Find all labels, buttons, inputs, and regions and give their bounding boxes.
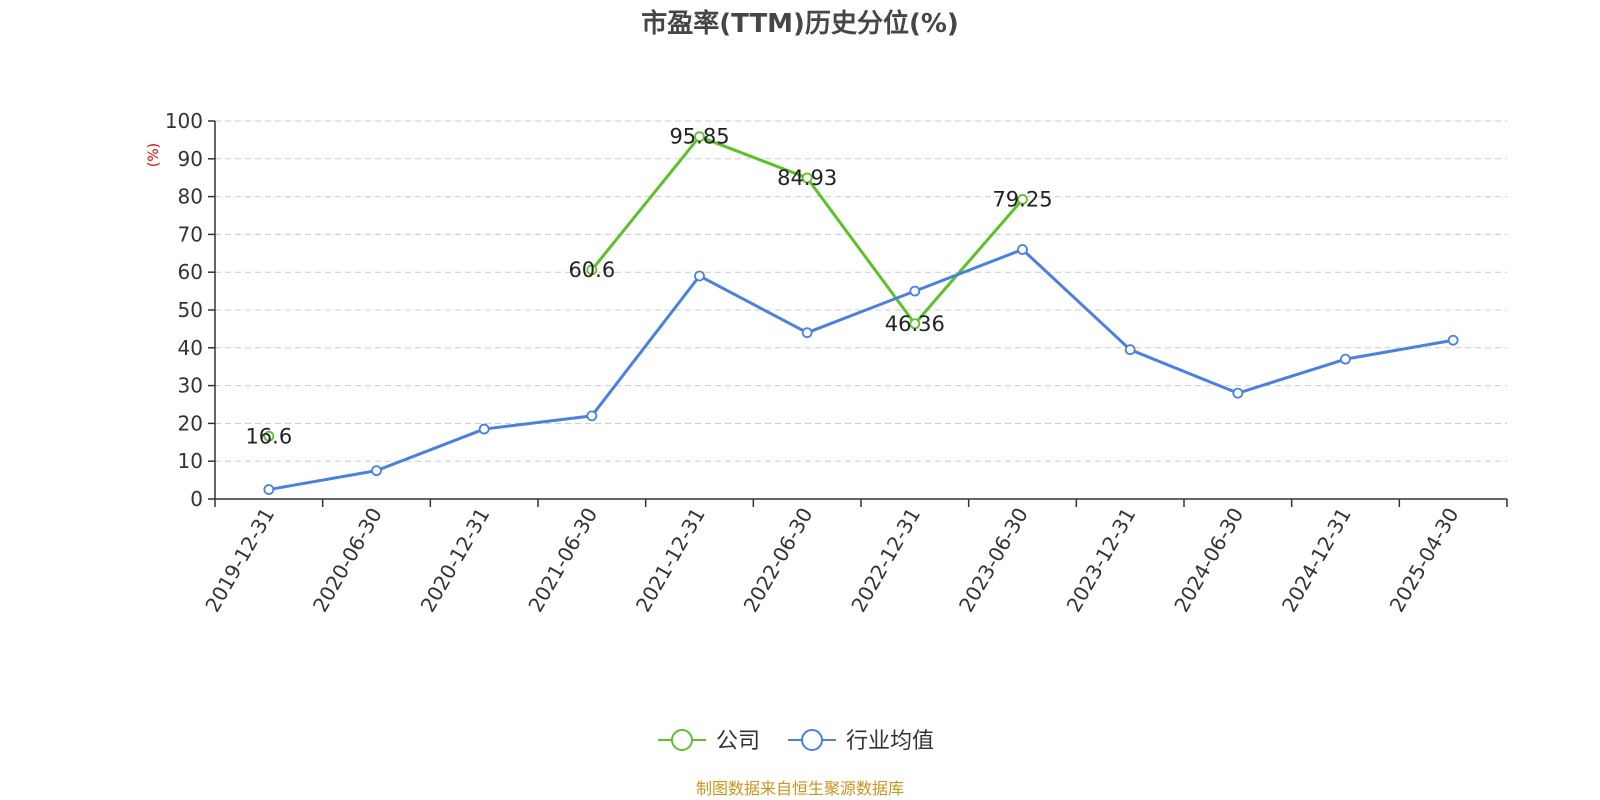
data-point[interactable] (586, 410, 598, 422)
source-note: 制图数据来自恒生聚源数据库 (696, 779, 904, 798)
y-tick-label: 70 (178, 222, 203, 246)
x-tick-label: 2024-12-31 (1277, 504, 1356, 617)
legend-item-1[interactable]: 行业均值 (788, 729, 934, 754)
data-point[interactable] (586, 264, 598, 276)
x-tick-label: 2022-06-30 (739, 504, 818, 617)
grid (215, 120, 1507, 462)
data-point[interactable] (801, 327, 813, 339)
data-point[interactable] (263, 430, 275, 442)
y-tick-label: 30 (178, 374, 203, 398)
series (263, 131, 1459, 495)
data-point[interactable] (1232, 387, 1244, 399)
x-tick-label: 2023-12-31 (1062, 504, 1141, 617)
legend[interactable]: 公司 行业均值 (658, 729, 934, 754)
y-tick-label: 60 (178, 260, 203, 284)
y-tick-label: 50 (178, 298, 203, 322)
data-point[interactable] (694, 270, 705, 282)
data-label: 95.85 (669, 125, 729, 149)
y-tick-label: 0 (190, 487, 203, 511)
legend-item-0[interactable]: 公司 (658, 729, 760, 754)
y-tick-label: 100 (165, 109, 203, 133)
data-point[interactable] (371, 465, 382, 477)
x-tick-label: 2025-04-30 (1385, 504, 1464, 617)
x-tick-label: 2021-06-30 (523, 504, 602, 617)
x-tick-label: 2023-06-30 (954, 504, 1033, 617)
legend-marker-icon (671, 729, 693, 751)
data-point[interactable] (1447, 334, 1459, 346)
data-point[interactable] (909, 285, 921, 297)
x-tick-label: 2024-06-30 (1169, 504, 1248, 617)
x-tick-label: 2019-12-31 (200, 504, 279, 617)
x-tick-label: 2021-12-31 (631, 504, 710, 617)
data-point[interactable] (1017, 194, 1028, 205)
series-line-0 (590, 135, 1024, 326)
data-point[interactable] (263, 484, 275, 495)
chart-title: 市盈率(TTM)历史分位(%) (641, 8, 959, 39)
y-tick-label: 10 (178, 449, 203, 473)
data-label: 46.36 (885, 312, 945, 336)
legend-label: 行业均值 (846, 729, 934, 754)
data-label: 16.6 (245, 424, 292, 448)
x-tick-label: 2022-12-31 (846, 504, 925, 617)
legend-marker-icon (801, 729, 823, 751)
data-point[interactable] (1340, 353, 1351, 365)
data-label: 60.6 (568, 258, 615, 282)
legend-label: 公司 (716, 729, 760, 754)
data-label: 79.25 (992, 187, 1052, 211)
data-label: 84.93 (777, 166, 837, 190)
data-point[interactable] (1017, 244, 1028, 255)
data-point[interactable] (478, 423, 490, 435)
y-tick-label: 20 (178, 411, 203, 435)
y-axis-label: (%) (146, 143, 162, 167)
data-point[interactable] (1124, 344, 1136, 356)
data-labels: 16.6 60.6 95.85 84.93 46.36 79.25 (245, 125, 1052, 449)
data-point[interactable] (801, 172, 813, 184)
y-tick-label: 90 (178, 147, 203, 171)
data-point[interactable] (694, 131, 705, 143)
x-tick-label: 2020-06-30 (308, 504, 387, 617)
data-point[interactable] (909, 318, 921, 330)
y-tick-label: 80 (178, 185, 203, 209)
x-tick-label: 2020-12-31 (416, 504, 495, 617)
y-tick-label: 40 (178, 336, 203, 360)
series-line-1 (268, 248, 1454, 492)
